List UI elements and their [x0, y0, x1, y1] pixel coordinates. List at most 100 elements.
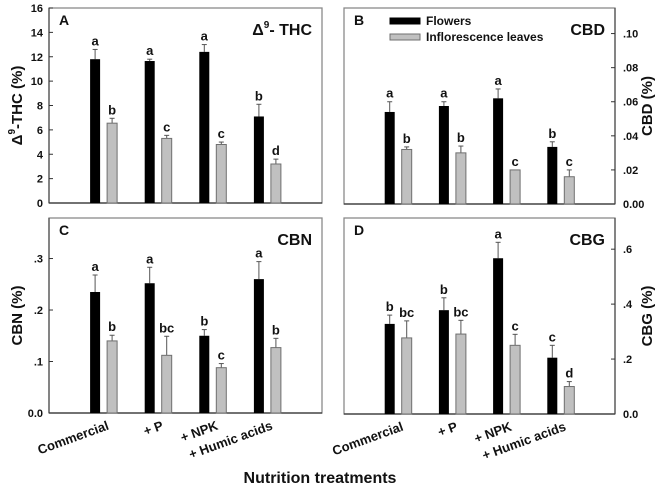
- significance-letter: a: [146, 251, 154, 266]
- bar-flowers-humic-acids: [253, 116, 264, 203]
- panel-letter: C: [59, 222, 69, 238]
- y-axis-label: CBN (%): [9, 286, 26, 346]
- bar-inflorescence-leaves-humic-acids: [270, 163, 282, 204]
- y-axis-label: CBD (%): [639, 76, 656, 136]
- bar-inflorescence-leaves-npk: [215, 367, 227, 414]
- significance-letter: b: [403, 131, 411, 146]
- y-axis-label: Δ9-THC (%): [7, 66, 26, 146]
- significance-letter: a: [386, 86, 394, 101]
- significance-letter: c: [549, 329, 556, 344]
- significance-letter: bc: [453, 304, 468, 319]
- panel-title: Δ9- THC: [252, 20, 312, 39]
- significance-letter: b: [440, 282, 448, 297]
- bar-inflorescence-leaves-p: [161, 137, 173, 204]
- significance-letter: c: [511, 154, 518, 169]
- bar-inflorescence-leaves-p: [455, 152, 467, 205]
- y-tick-label: .02: [623, 165, 638, 177]
- bar-flowers-npk: [493, 98, 504, 204]
- significance-letter: a: [255, 246, 263, 261]
- significance-letter: a: [201, 29, 209, 44]
- y-tick-label: .06: [623, 97, 638, 109]
- significance-letter: b: [200, 314, 208, 329]
- significance-letter: bc: [159, 320, 174, 335]
- category-label: Commercial: [36, 418, 111, 458]
- y-tick-label: 16: [31, 3, 43, 15]
- significance-letter: a: [494, 226, 502, 241]
- y-tick-label: 0: [37, 198, 43, 210]
- y-tick-label: .3: [34, 254, 43, 266]
- significance-letter: a: [494, 73, 502, 88]
- bar-inflorescence-leaves-p: [161, 354, 173, 414]
- y-tick-label: 0.00: [623, 199, 644, 211]
- significance-letter: b: [108, 102, 116, 117]
- bar-inflorescence-leaves-npk: [215, 144, 227, 204]
- legend: Flowers Inflorescence leaves: [389, 14, 544, 44]
- significance-letter: b: [108, 319, 116, 334]
- y-tick-label: .4: [623, 299, 633, 311]
- bar-inflorescence-leaves-npk: [509, 169, 521, 205]
- panel-title: CBD: [570, 22, 605, 39]
- legend-swatch-inflorescence-leaves: [389, 33, 421, 41]
- y-tick-label: 2: [37, 174, 43, 186]
- y-tick-label: .1: [34, 357, 43, 369]
- significance-letter: b: [272, 322, 280, 337]
- significance-letter: c: [218, 348, 225, 363]
- category-label: Commercial: [330, 419, 405, 459]
- bar-flowers-npk: [199, 51, 210, 203]
- y-tick-label: .08: [623, 63, 638, 75]
- significance-letter: bc: [399, 305, 414, 320]
- panel-letter: B: [354, 12, 364, 28]
- y-tick-label: 8: [37, 101, 43, 113]
- y-tick-label: 6: [37, 125, 43, 137]
- y-tick-label: .6: [623, 244, 632, 256]
- panel-letter: D: [354, 222, 364, 238]
- bar-flowers-commercial: [384, 111, 395, 204]
- panel-title: CBN: [277, 232, 312, 249]
- bar-inflorescence-leaves-commercial: [106, 340, 118, 414]
- category-label: + P: [436, 419, 460, 440]
- bar-inflorescence-leaves-humic-acids: [563, 176, 575, 205]
- y-tick-label: .2: [623, 354, 632, 366]
- significance-letter: b: [548, 126, 556, 141]
- y-tick-label: .10: [623, 29, 638, 41]
- legend-label-flowers: Flowers: [426, 14, 472, 28]
- bar-inflorescence-leaves-humic-acids: [270, 347, 282, 414]
- legend-swatch-flowers: [389, 17, 421, 25]
- bar-flowers-p: [438, 310, 449, 414]
- panel-letter: A: [59, 12, 69, 28]
- significance-letter: a: [91, 259, 99, 274]
- bar-inflorescence-leaves-p: [455, 333, 467, 415]
- legend-label-inflorescence-leaves: Inflorescence leaves: [426, 30, 544, 44]
- y-tick-label: 14: [31, 27, 44, 39]
- y-tick-label: 10: [31, 76, 43, 88]
- significance-letter: c: [163, 119, 170, 134]
- bar-flowers-humic-acids: [547, 146, 558, 204]
- significance-letter: a: [146, 43, 154, 58]
- significance-letter: a: [91, 33, 99, 48]
- y-axis-label: CBG (%): [639, 286, 656, 347]
- significance-letter: c: [511, 318, 518, 333]
- bar-flowers-humic-acids: [253, 279, 264, 413]
- significance-letter: c: [218, 126, 225, 141]
- significance-letter: d: [565, 366, 573, 381]
- bar-flowers-p: [144, 61, 155, 203]
- bar-flowers-humic-acids: [547, 357, 558, 414]
- significance-letter: c: [566, 154, 573, 169]
- bar-inflorescence-leaves-humic-acids: [563, 386, 575, 415]
- bar-inflorescence-leaves-commercial: [401, 337, 413, 415]
- bar-flowers-npk: [493, 258, 504, 414]
- bar-flowers-npk: [199, 335, 210, 413]
- y-tick-label: 0.0: [623, 409, 638, 421]
- significance-letter: b: [457, 130, 465, 145]
- bar-inflorescence-leaves-npk: [509, 344, 521, 415]
- y-tick-label: .2: [34, 305, 43, 317]
- y-tick-label: 0.0: [28, 408, 43, 420]
- panel-a: 0 2 4 6 8 10 12 14 16 Δ9-THC (%) A Δ9- THC a b a c a c b d: [7, 3, 323, 210]
- x-axis-title: Nutrition treatments: [244, 470, 397, 487]
- y-tick-label: 4: [37, 149, 44, 161]
- bar-flowers-p: [144, 283, 155, 413]
